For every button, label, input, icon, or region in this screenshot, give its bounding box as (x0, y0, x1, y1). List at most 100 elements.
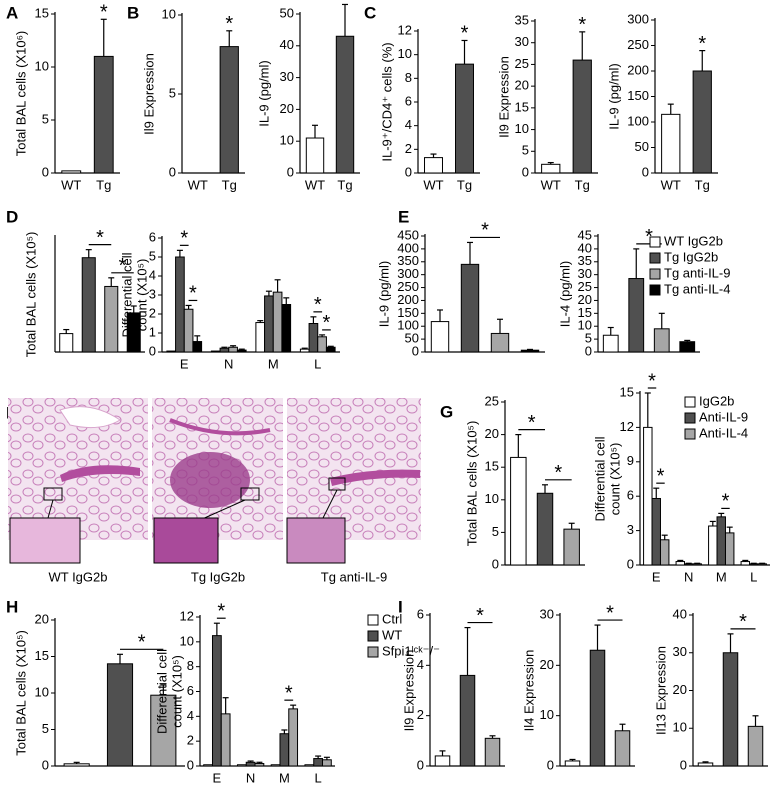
bar (175, 256, 185, 353)
legend-label: Ctrl (382, 611, 402, 626)
x-tick-label: WT (188, 177, 208, 192)
inset (153, 517, 219, 564)
significance-star: * (323, 312, 331, 334)
significance-star: * (314, 294, 322, 316)
image-label: WT IgG2b (48, 569, 107, 584)
bar (63, 763, 90, 767)
y-tick-label: 250 (627, 37, 649, 52)
y-tick-label: 0 (42, 757, 49, 772)
legend-swatch (367, 646, 379, 658)
significance-star: * (606, 602, 614, 624)
panel-letter: E (398, 207, 409, 226)
x-tick-label: N (224, 356, 233, 371)
inset (286, 517, 346, 564)
bar (520, 349, 540, 353)
x-tick-label: Tg (695, 177, 710, 192)
bar (589, 649, 606, 767)
bar (679, 341, 696, 353)
bar (335, 35, 355, 174)
y-axis-label: Total BAL cells (X10⁵) (13, 630, 28, 756)
y-tick-label: 4 (149, 267, 156, 282)
y-tick-label: 12 (180, 608, 194, 623)
x-tick-label: WT (423, 177, 443, 192)
bar (61, 170, 82, 174)
y-tick-label: 40 (578, 240, 592, 255)
y-tick-label: 0 (405, 164, 412, 179)
bar (317, 336, 327, 353)
bar (692, 70, 712, 174)
significance-star: * (285, 682, 293, 704)
y-axis-label: Total BAL cells (X10⁵) (23, 232, 38, 358)
significance-star: * (119, 255, 127, 277)
y-tick-label: 6 (627, 488, 634, 503)
legend-label: Anti-IL-9 (699, 409, 748, 424)
infiltrate (170, 452, 250, 508)
bar (166, 350, 177, 353)
y-tick-label: 50 (405, 331, 419, 346)
bar (724, 532, 735, 566)
significance-star: * (100, 2, 108, 24)
y-tick-label: 15 (620, 384, 634, 399)
bar (211, 635, 222, 767)
bar (659, 539, 670, 566)
bar (541, 163, 561, 174)
image-label: Tg IgG2b (191, 569, 245, 584)
y-tick-label: 40 (280, 37, 294, 52)
y-tick-label: 15 (485, 459, 499, 474)
y-tick-label: 30 (515, 34, 529, 49)
airway (60, 465, 140, 482)
bar (281, 304, 292, 353)
bar (430, 321, 450, 353)
y-tick-label: 20 (578, 292, 592, 307)
y-tick-label: 200 (627, 62, 649, 77)
zoom-arrow (47, 499, 54, 519)
panel-letter: B (127, 3, 139, 22)
bar (661, 113, 681, 174)
y-tick-label: 30 (673, 644, 687, 659)
legend-label: Anti-IL-4 (699, 425, 748, 440)
y-tick-label: 0 (585, 343, 592, 358)
y-tick-label: 3 (627, 522, 634, 537)
bar (203, 764, 213, 767)
y-tick-label: 0 (522, 164, 529, 179)
significance-star: * (657, 465, 665, 487)
x-tick-label: N (684, 569, 693, 584)
bar (305, 137, 325, 174)
bar (288, 708, 299, 767)
bar (564, 760, 581, 767)
y-tick-label: 300 (627, 11, 649, 26)
legend-swatch (684, 428, 696, 440)
bar (236, 349, 247, 353)
bar (322, 759, 332, 767)
airway (330, 469, 420, 486)
y-tick-label: 15 (515, 99, 529, 114)
y-tick-label: 100 (627, 113, 649, 128)
y-tick-label: 12 (620, 419, 634, 434)
bar (722, 652, 739, 767)
legend-label: Sfpi1ˡᶜᵏ⁻/⁻ (382, 643, 440, 658)
bar (270, 764, 281, 767)
significance-star: * (648, 370, 656, 392)
x-tick-label: Tg (575, 177, 590, 192)
y-tick-label: 400 (397, 240, 419, 255)
bar (219, 347, 230, 353)
y-tick-label: 0 (149, 343, 156, 358)
x-tick-label: M (268, 356, 279, 371)
y-tick-label: 8 (187, 658, 194, 673)
y-tick-label: 4 (417, 657, 424, 672)
panel-letter: I (398, 597, 403, 616)
x-tick-label: L (750, 569, 757, 584)
y-tick-label: 10 (162, 6, 176, 21)
y-tick-label: 35 (578, 253, 592, 268)
y-tick-label: 25 (485, 393, 499, 408)
legend-swatch (649, 236, 661, 248)
bar (93, 55, 114, 174)
bar (210, 350, 221, 353)
y-tick-label: 4 (187, 708, 194, 723)
x-tick-label: E (213, 770, 222, 785)
y-tick-label: 0 (169, 164, 176, 179)
zoom-box (240, 487, 260, 501)
y-tick-label: 35 (515, 12, 529, 27)
y-tick-label: 10 (398, 46, 412, 61)
